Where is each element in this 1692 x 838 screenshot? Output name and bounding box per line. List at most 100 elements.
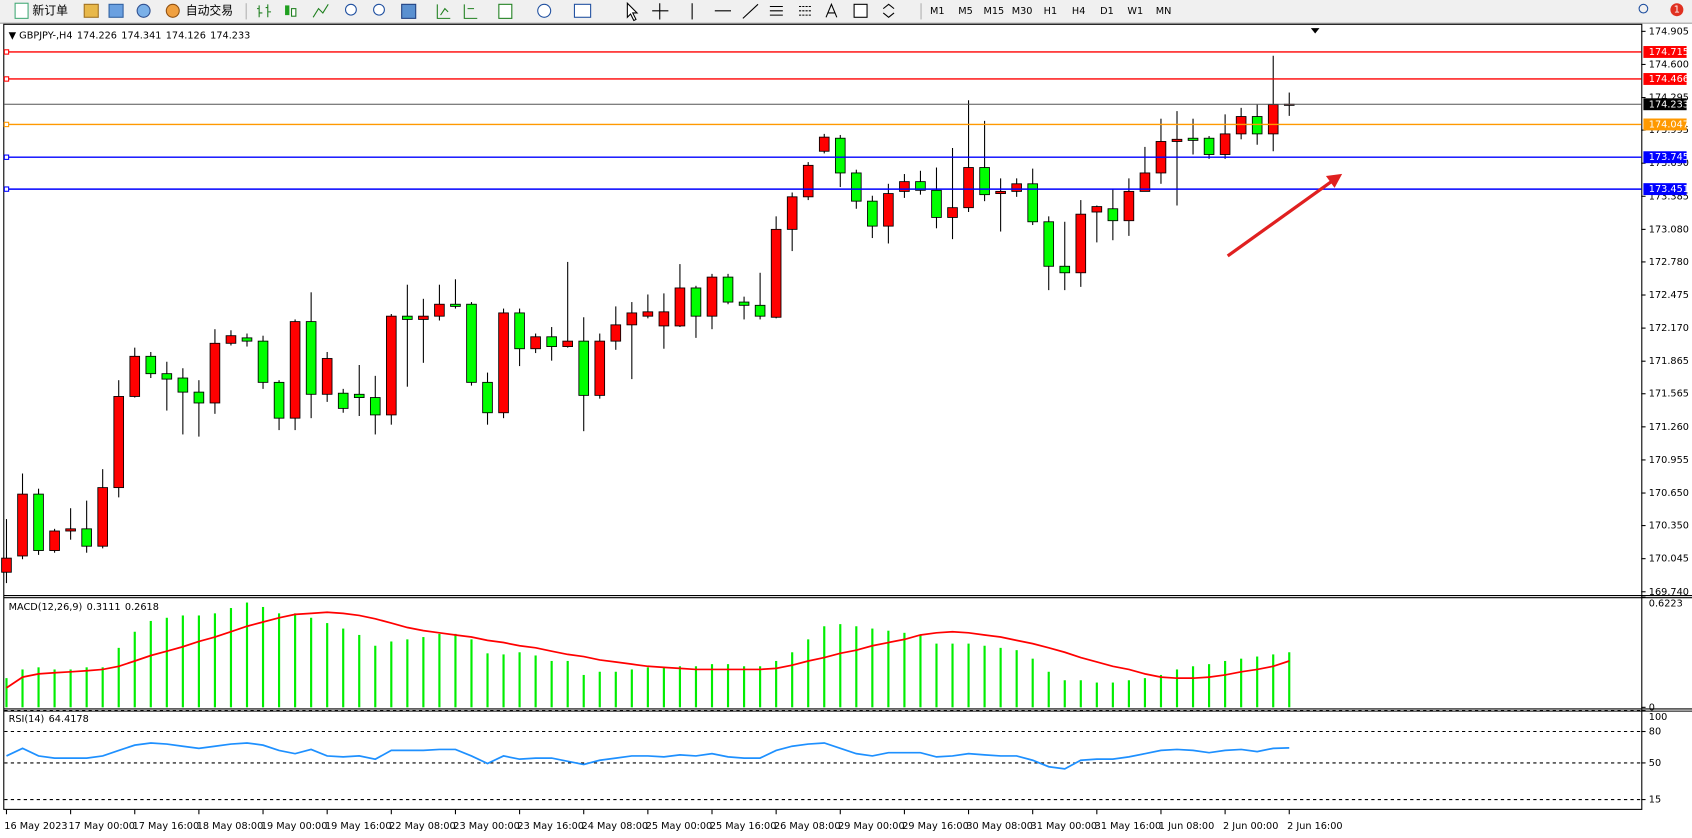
candle-body (786, 196, 798, 230)
macd-bar (726, 664, 730, 708)
macd-bar (807, 639, 810, 708)
candle-body (209, 342, 221, 404)
candle-icon[interactable] (290, 8, 297, 17)
macd-bar (374, 645, 377, 708)
timeframe-button[interactable]: H1 (1044, 6, 1057, 17)
level-handle (3, 49, 10, 55)
crosshair-icon[interactable] (652, 3, 669, 20)
line-chart-icon[interactable] (312, 4, 329, 18)
y-tick-label: 174.600 (1649, 59, 1689, 70)
macd-bar (117, 647, 120, 708)
macd-bar (438, 633, 441, 708)
y-tick-label: 170.045 (1649, 554, 1689, 565)
auto-trading-button[interactable]: 自动交易 (165, 3, 233, 18)
indicators-icon[interactable] (498, 3, 513, 19)
timeframe-button[interactable]: D1 (1100, 6, 1114, 17)
macd-bar (229, 608, 233, 708)
macd-bar (85, 667, 88, 708)
level-label: 173.745 (1649, 152, 1689, 163)
zoom-out-icon[interactable] (373, 3, 385, 16)
periods-icon[interactable] (537, 3, 552, 18)
timeframe-button[interactable]: M30 (1012, 6, 1033, 17)
cursor-icon[interactable] (626, 1, 639, 22)
macd-bar (1288, 652, 1291, 708)
y-tick-label: 174.905 (1649, 26, 1689, 37)
timeframe-button[interactable]: M5 (958, 6, 973, 17)
macd-bar (839, 624, 842, 708)
search-icon[interactable] (1638, 3, 1649, 14)
new-order-label[interactable]: 新订单 (32, 3, 68, 17)
macd-bar (518, 652, 521, 708)
macd-bar (1095, 682, 1098, 708)
annotation-arrow (1226, 177, 1336, 258)
templates-icon[interactable] (573, 3, 592, 18)
level-label: 174.466 (1649, 74, 1689, 85)
new-order-button[interactable]: 新订单 (14, 2, 68, 19)
arrows-icon[interactable] (882, 3, 895, 18)
y-tick-label: 171.865 (1649, 356, 1689, 367)
candle-body (1043, 221, 1055, 267)
macd-bar (422, 637, 425, 708)
x-tick-label: 25 May 00:00 (646, 821, 713, 832)
candle-body (1011, 183, 1022, 192)
macd-bar (999, 647, 1002, 708)
level-handle (3, 121, 10, 128)
bar-chart-icon[interactable] (256, 4, 272, 18)
candle-body (626, 312, 638, 326)
timeframe-button[interactable]: H4 (1072, 6, 1085, 17)
label-icon[interactable] (853, 3, 868, 18)
channel-icon[interactable] (769, 5, 783, 16)
x-tick-label: 25 May 16:00 (710, 821, 777, 832)
timeframe-button[interactable]: W1 (1127, 6, 1143, 17)
macd-bar (1063, 680, 1066, 708)
candle-body (899, 181, 910, 192)
fibo-icon[interactable] (799, 5, 812, 16)
macd-bar (486, 653, 489, 708)
header-high: 174.341 (121, 31, 161, 42)
candle-body (1, 557, 12, 573)
level-handle (3, 154, 10, 160)
y-tick-label: 173.995 (1649, 125, 1689, 136)
shift-marker (1310, 28, 1320, 34)
header-marker: ▼ (9, 31, 20, 42)
x-tick-label: 30 May 08:00 (966, 821, 1033, 832)
tile-icon[interactable] (401, 3, 417, 19)
toolbar-icon[interactable] (83, 3, 99, 18)
y-tick-label: 172.170 (1649, 323, 1689, 334)
timeframe-button[interactable]: M1 (930, 6, 945, 17)
macd-bar (935, 643, 938, 708)
y-tick-label: 174.295 (1649, 93, 1689, 104)
x-tick-label: 22 May 08:00 (389, 821, 456, 832)
trendline-icon[interactable] (742, 3, 759, 19)
candle-body (562, 340, 573, 347)
toolbar-icon[interactable] (136, 3, 151, 18)
zoom-in-icon[interactable] (344, 3, 357, 16)
candle-body (450, 303, 461, 307)
macd-bar (1191, 666, 1195, 708)
candle-body (979, 167, 990, 196)
macd-bar (197, 615, 200, 708)
chart-header: ▼ GBPJPY-,H4 174.226 174.341 174.126 174.233 (9, 31, 251, 42)
timeframe-button[interactable]: M15 (983, 6, 1004, 17)
candle-body (674, 287, 686, 327)
notification-badge[interactable] (1670, 3, 1684, 17)
candle-body (113, 396, 125, 489)
shift-icon[interactable] (436, 4, 451, 19)
macd-bar (502, 654, 505, 708)
candle-icon[interactable] (285, 5, 290, 16)
autoscroll-icon[interactable] (463, 4, 478, 19)
level-label-box (1643, 151, 1687, 164)
macd-bar (951, 643, 954, 708)
timeframe-button[interactable]: MN (1156, 6, 1172, 17)
auto-trading-label[interactable]: 自动交易 (186, 3, 233, 17)
text-icon[interactable] (825, 2, 838, 18)
macd-bar (871, 628, 874, 708)
candle-body (1187, 137, 1199, 141)
macd-bar (1047, 671, 1050, 708)
candle-body (514, 312, 525, 350)
x-tick-label: 1 Jun 08:00 (1159, 821, 1214, 832)
candle-body (658, 311, 670, 327)
macd-bar (470, 639, 473, 708)
toolbar-icon[interactable] (108, 3, 124, 18)
candle-body (1107, 208, 1119, 222)
